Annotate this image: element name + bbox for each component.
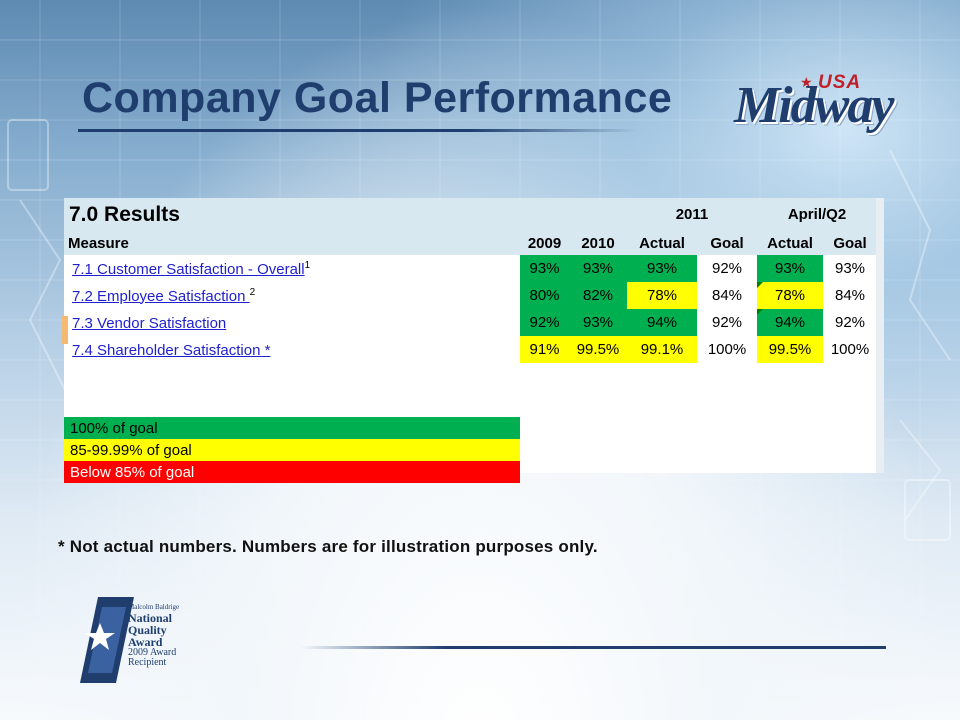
award-line: 2009 Award bbox=[128, 647, 177, 658]
value-2010: 93% bbox=[569, 309, 627, 336]
spacer-row bbox=[64, 363, 877, 390]
value-2010: 82% bbox=[569, 282, 627, 309]
value-2009: 91% bbox=[520, 336, 569, 363]
legend-red: Below 85% of goal bbox=[64, 461, 520, 483]
title-underline bbox=[78, 129, 638, 132]
value-2009: 92% bbox=[520, 309, 569, 336]
award-line: National bbox=[128, 611, 173, 625]
table-row: 7.4 Shareholder Satisfaction * 91% 99.5%… bbox=[64, 336, 877, 363]
measure-employee-satisfaction[interactable]: 7.2 Employee Satisfaction 2 bbox=[64, 282, 520, 309]
award-text: Malcolm Baldrige National Quality Award … bbox=[128, 603, 179, 668]
legend-row: 100% of goal bbox=[64, 417, 877, 439]
value-goal-2011: 100% bbox=[707, 341, 747, 358]
value-actual-q2: 94% bbox=[757, 309, 823, 336]
value-goal-2011: 92% bbox=[711, 260, 743, 277]
value-goal-2011: 92% bbox=[711, 314, 743, 331]
bottom-divider bbox=[300, 646, 886, 649]
measure-link[interactable]: 7.3 Vendor Satisfaction bbox=[72, 314, 227, 332]
value-actual-2011: 99.1% bbox=[627, 336, 697, 363]
value-actual-q2: 78% bbox=[757, 282, 823, 309]
value-2010: 93% bbox=[569, 255, 627, 282]
value-goal-q2: 93% bbox=[834, 260, 866, 277]
footnote-marker: 1 bbox=[304, 259, 311, 271]
legend-row: Below 85% of goal bbox=[64, 461, 877, 483]
table-row: 7.2 Employee Satisfaction 2 80% 82% 78% … bbox=[64, 282, 877, 309]
value-actual-q2: 93% bbox=[757, 255, 823, 282]
baldrige-award-emblem: Malcolm Baldrige National Quality Award … bbox=[76, 593, 186, 683]
measure-link[interactable]: 7.2 Employee Satisfaction bbox=[72, 287, 250, 305]
column-header-2010: 2010 bbox=[569, 231, 627, 255]
logo-usa: USA bbox=[818, 72, 862, 93]
legend-yellow: 85-99.99% of goal bbox=[64, 439, 520, 461]
measure-vendor-satisfaction[interactable]: 7.3 Vendor Satisfaction bbox=[64, 309, 520, 336]
legend-green: 100% of goal bbox=[64, 417, 520, 439]
value-actual-2011: 78% bbox=[627, 282, 697, 309]
award-line: Quality bbox=[128, 623, 167, 637]
value-2009: 80% bbox=[520, 282, 569, 309]
sheet-right-edge bbox=[876, 198, 884, 473]
value-actual-2011: 94% bbox=[627, 309, 697, 336]
column-header-measure: Measure bbox=[64, 231, 520, 255]
award-star-icon bbox=[80, 597, 134, 683]
footnote: * Not actual numbers. Numbers are for il… bbox=[58, 537, 598, 556]
value-goal-q2: 84% bbox=[834, 287, 866, 304]
column-header-actual-2011: Actual bbox=[627, 231, 697, 255]
value-2010: 99.5% bbox=[569, 336, 627, 363]
measure-customer-satisfaction[interactable]: 7.1 Customer Satisfaction - Overall1 bbox=[64, 255, 520, 282]
column-header-2009: 2009 bbox=[520, 231, 569, 255]
measure-link[interactable]: 7.4 Shareholder Satisfaction * bbox=[72, 341, 271, 359]
column-header-actual-q2: Actual bbox=[757, 231, 823, 255]
row-edge-marker bbox=[62, 316, 68, 344]
results-table: 7.0 Results 2011 April/Q2 Measure 2009 2… bbox=[64, 198, 877, 483]
value-goal-2011: 84% bbox=[711, 287, 743, 304]
logo-wordmark: Midway bbox=[734, 77, 894, 134]
measure-link[interactable]: 7.1 Customer Satisfaction - Overall bbox=[72, 260, 305, 278]
table-row: 7.3 Vendor Satisfaction 92% 93% 94% 92% … bbox=[64, 309, 877, 336]
value-actual-2011: 93% bbox=[627, 255, 697, 282]
award-line: Malcolm Baldrige bbox=[128, 603, 180, 611]
column-header-goal-q2: Goal bbox=[823, 231, 877, 255]
footnote-marker: 2 bbox=[249, 286, 256, 298]
value-actual-q2: 99.5% bbox=[757, 336, 823, 363]
spacer-row bbox=[64, 390, 877, 417]
award-line: Award bbox=[128, 635, 163, 649]
legend-row: 85-99.99% of goal bbox=[64, 439, 877, 461]
logo-star-icon: ★ bbox=[800, 74, 813, 90]
slide-title: Company Goal Performance bbox=[82, 74, 673, 122]
column-header-goal-2011: Goal bbox=[697, 231, 757, 255]
award-line: Recipient bbox=[128, 657, 167, 668]
results-spreadsheet: 7.0 Results 2011 April/Q2 Measure 2009 2… bbox=[62, 198, 884, 483]
value-2009: 93% bbox=[520, 255, 569, 282]
column-header-row: Measure 2009 2010 Actual Goal Actual Goa… bbox=[64, 231, 877, 255]
section-title: 7.0 Results bbox=[64, 198, 520, 231]
midway-logo: Midway ★ USA bbox=[734, 72, 894, 144]
table-title-row: 7.0 Results 2011 April/Q2 bbox=[64, 198, 877, 231]
table-row: 7.1 Customer Satisfaction - Overall1 93%… bbox=[64, 255, 877, 282]
measure-shareholder-satisfaction[interactable]: 7.4 Shareholder Satisfaction * bbox=[64, 336, 520, 363]
group-header-2011: 2011 bbox=[627, 198, 757, 231]
value-goal-q2: 100% bbox=[830, 341, 870, 358]
group-header-april-q2: April/Q2 bbox=[757, 198, 877, 231]
value-goal-q2: 92% bbox=[834, 314, 866, 331]
